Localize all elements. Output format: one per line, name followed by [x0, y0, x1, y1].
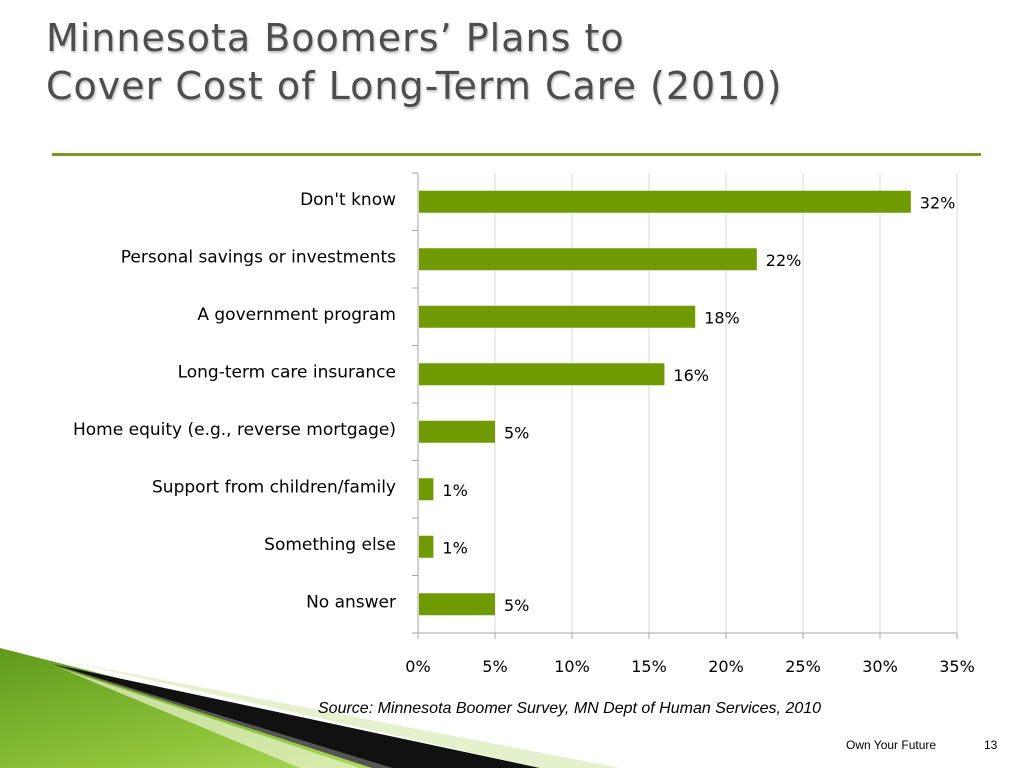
category-label: Home equity (e.g., reverse mortgage): [73, 420, 396, 440]
bar: [419, 535, 434, 558]
x-tick-label: 25%: [785, 657, 821, 676]
data-label: 5%: [504, 423, 529, 442]
x-tick-label: 20%: [708, 657, 744, 676]
slide-title: Minnesota Boomers’ Plans to Cover Cost o…: [46, 14, 782, 110]
bar-chart: Don't know 32% Personal savings or investm…: [73, 172, 975, 676]
x-tick-label: 0%: [405, 657, 430, 676]
category-label: A government program: [197, 305, 396, 325]
bar: [419, 305, 696, 328]
data-label: 1%: [442, 538, 467, 557]
bar: [419, 190, 911, 213]
x-tick-label: 35%: [939, 657, 975, 676]
bar: [419, 478, 434, 501]
category-label: Something else: [264, 535, 396, 555]
x-tick-label: 30%: [862, 657, 898, 676]
category-label: Long-term care insurance: [178, 362, 396, 382]
category-label: No answer: [306, 592, 396, 612]
category-label: Personal savings or investments: [121, 247, 396, 267]
bar: [419, 248, 757, 271]
footer-label: Own Your Future: [846, 738, 937, 752]
source-note: Source: Minnesota Boomer Survey, MN Dept…: [318, 700, 822, 717]
data-label: 1%: [442, 481, 467, 500]
data-label: 18%: [704, 308, 740, 327]
title-divider: [52, 153, 981, 156]
bar: [419, 363, 665, 386]
data-label: 22%: [766, 251, 802, 270]
x-tick-label: 10%: [554, 657, 590, 676]
x-tick-label: 15%: [631, 657, 667, 676]
data-label: 16%: [673, 366, 709, 385]
slide-title-line-1: Minnesota Boomers’ Plans to: [46, 16, 625, 60]
bar: [419, 420, 495, 443]
page-number: 13: [984, 738, 998, 752]
data-label: 5%: [504, 596, 529, 615]
bar: [419, 593, 495, 616]
slide-title-line-2: Cover Cost of Long-Term Care (2010): [46, 64, 783, 108]
category-label: Don't know: [300, 190, 396, 210]
x-tick-label: 5%: [482, 657, 507, 676]
data-label: 32%: [920, 193, 956, 212]
category-label: Support from children/family: [152, 477, 396, 497]
